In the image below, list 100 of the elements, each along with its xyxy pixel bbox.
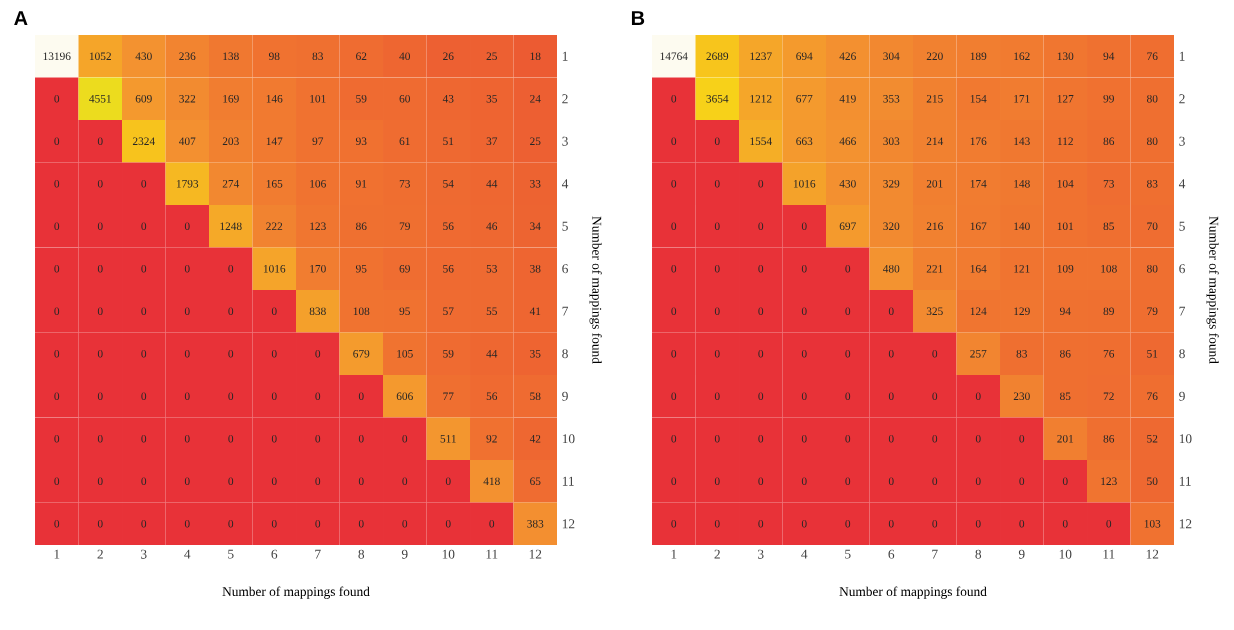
data-label: 56 xyxy=(486,392,498,401)
x-tick-label: 10 xyxy=(1059,549,1072,559)
data-label: 0 xyxy=(758,477,764,486)
x-axis-title: Number of mappings found xyxy=(222,586,370,599)
data-label: 124 xyxy=(970,307,987,315)
data-label: 0 xyxy=(671,137,677,146)
data-label: 0 xyxy=(141,434,147,443)
data-label: 201 xyxy=(1057,434,1074,443)
data-label: 0 xyxy=(1062,519,1068,528)
data-label: 0 xyxy=(271,434,277,443)
data-label: 0 xyxy=(97,477,103,486)
data-label: 92 xyxy=(486,434,497,443)
data-label: 0 xyxy=(714,264,720,273)
data-label: 221 xyxy=(926,264,943,273)
data-label: 0 xyxy=(714,179,720,188)
data-label: 0 xyxy=(184,264,190,273)
x-tick-label: 12 xyxy=(529,549,542,559)
data-label: 86 xyxy=(1103,137,1115,146)
data-label: 54 xyxy=(443,179,454,188)
data-label: 0 xyxy=(801,477,807,486)
data-label: 93 xyxy=(355,137,367,146)
data-label: 0 xyxy=(54,179,60,188)
data-label: 407 xyxy=(178,137,196,146)
data-label: 0 xyxy=(358,519,364,528)
data-label: 0 xyxy=(801,519,807,528)
data-label: 0 xyxy=(801,222,807,231)
y-tick-label: 5 xyxy=(562,221,568,231)
data-label: 0 xyxy=(758,519,764,528)
data-label: 0 xyxy=(141,519,147,528)
data-label: 46 xyxy=(486,222,498,231)
y-tick-label: 9 xyxy=(1179,391,1185,401)
data-label: 83 xyxy=(1016,349,1027,358)
data-label: 103 xyxy=(1144,519,1161,528)
chart-title: A xyxy=(14,11,28,25)
x-tick-label: 5 xyxy=(845,549,851,559)
data-label: 0 xyxy=(888,307,894,316)
data-label: 0 xyxy=(402,519,408,528)
data-label: 33 xyxy=(530,179,541,188)
data-label: 0 xyxy=(141,264,147,273)
data-label: 52 xyxy=(1147,434,1158,443)
y-tick-label: 5 xyxy=(1179,221,1185,231)
data-label: 0 xyxy=(271,349,277,358)
data-label: 0 xyxy=(714,477,720,486)
x-tick-label: 7 xyxy=(932,549,938,559)
data-label: 127 xyxy=(1057,94,1074,103)
data-label: 69 xyxy=(399,264,410,273)
y-tick-label: 2 xyxy=(562,94,568,104)
data-label: 511 xyxy=(440,434,456,443)
data-label: 80 xyxy=(1147,137,1158,146)
data-label: 0 xyxy=(932,477,938,486)
data-label: 694 xyxy=(796,52,813,61)
data-label: 65 xyxy=(530,477,541,486)
data-label: 56 xyxy=(443,222,454,231)
x-axis-title: Number of mappings found xyxy=(839,586,987,599)
data-label: 143 xyxy=(1014,137,1030,146)
data-label: 0 xyxy=(54,307,60,316)
data-label: 257 xyxy=(970,349,987,358)
data-label: 430 xyxy=(135,52,152,61)
data-label: 0 xyxy=(1019,434,1025,443)
data-label: 383 xyxy=(527,519,544,528)
data-label: 4551 xyxy=(89,94,111,103)
data-label: 0 xyxy=(184,222,190,231)
data-label: 419 xyxy=(839,94,856,103)
data-label: 0 xyxy=(402,477,408,486)
y-tick-label: 9 xyxy=(562,391,568,401)
data-label: 220 xyxy=(926,52,943,61)
data-label: 0 xyxy=(975,392,981,401)
data-label: 108 xyxy=(353,307,370,316)
data-label: 42 xyxy=(529,434,541,443)
data-label: 0 xyxy=(54,392,60,401)
y-tick-label: 12 xyxy=(562,519,575,529)
x-tick-label: 6 xyxy=(888,549,895,559)
data-label: 0 xyxy=(184,519,190,528)
data-label: 0 xyxy=(671,222,677,231)
data-label: 0 xyxy=(801,392,807,401)
data-label: 58 xyxy=(530,392,541,401)
data-label: 329 xyxy=(883,179,900,188)
data-label: 86 xyxy=(356,222,367,231)
data-label: 0 xyxy=(97,222,103,231)
data-label: 0 xyxy=(141,349,147,358)
data-label: 0 xyxy=(358,477,364,486)
data-label: 838 xyxy=(309,307,326,316)
x-tick-label: 12 xyxy=(1146,549,1159,559)
data-label: 0 xyxy=(671,179,677,188)
data-label: 76 xyxy=(1103,349,1115,358)
data-label: 148 xyxy=(1014,179,1030,188)
data-label: 0 xyxy=(888,392,894,401)
data-label: 0 xyxy=(888,519,894,528)
y-tick-label: 3 xyxy=(1179,136,1185,146)
data-label: 216 xyxy=(926,222,943,231)
data-label: 1016 xyxy=(263,264,286,273)
data-label: 230 xyxy=(1013,392,1030,401)
y-tick-label: 8 xyxy=(1179,349,1185,359)
data-label: 121 xyxy=(1014,264,1030,273)
data-label: 0 xyxy=(54,264,60,273)
data-label: 0 xyxy=(184,434,190,443)
data-label: 85 xyxy=(1103,222,1114,231)
x-tick-label: 6 xyxy=(271,549,278,559)
data-label: 35 xyxy=(530,349,541,358)
data-label: 129 xyxy=(1014,307,1030,316)
